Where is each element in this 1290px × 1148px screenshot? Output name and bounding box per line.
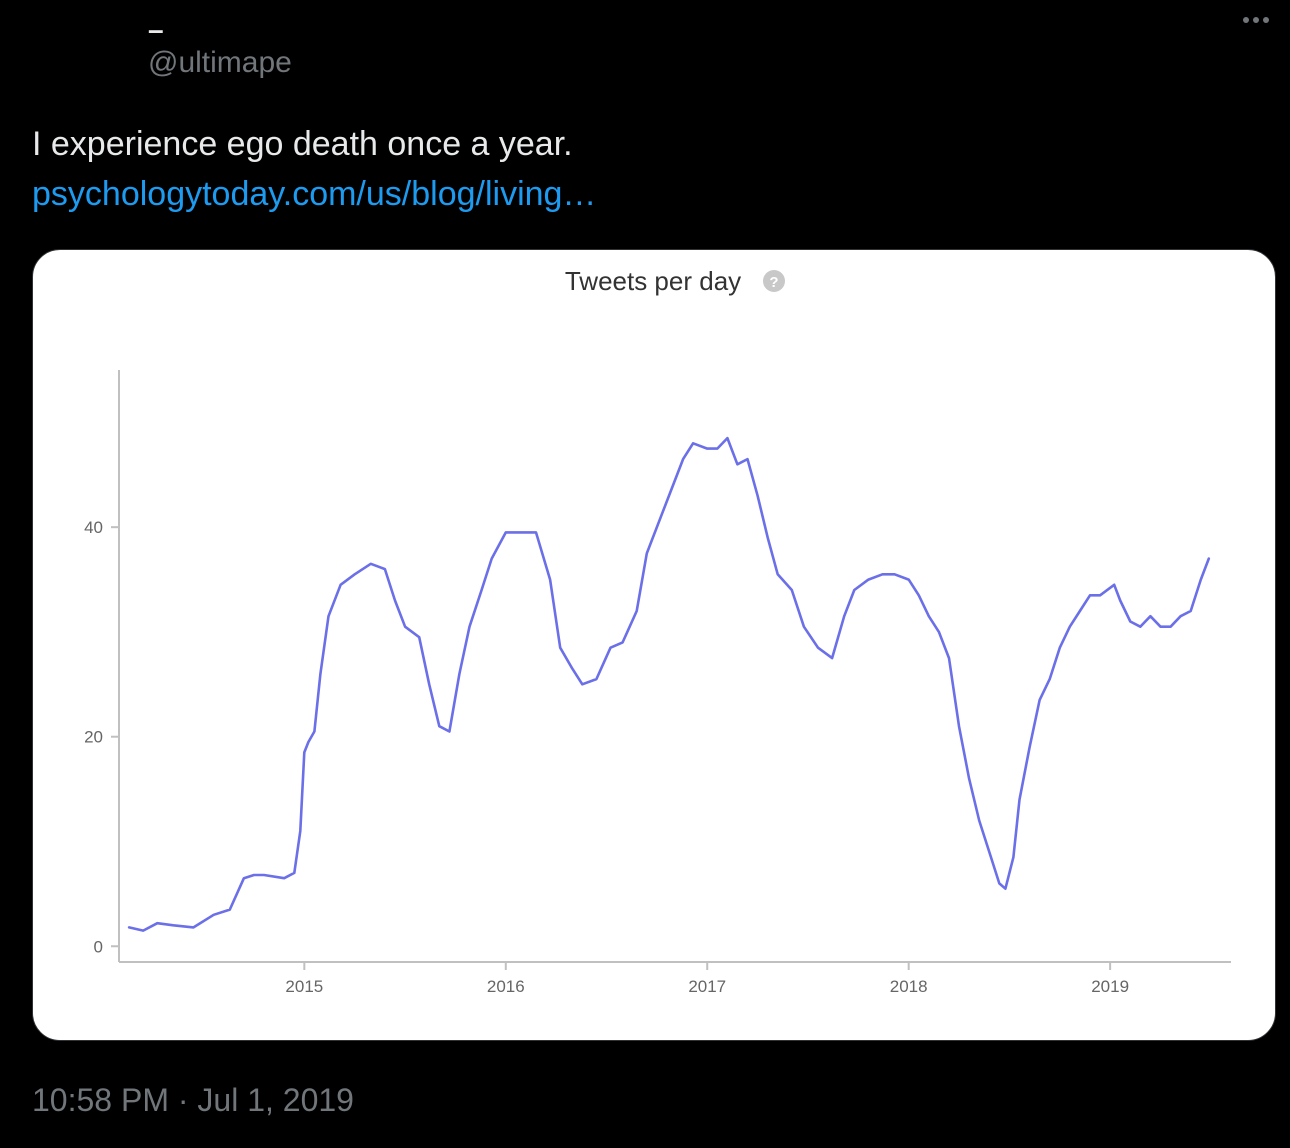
display-name[interactable]: – bbox=[148, 14, 164, 45]
more-options-icon[interactable] bbox=[1234, 6, 1278, 34]
help-icon[interactable]: ? bbox=[763, 270, 785, 292]
tweet-link[interactable]: psychologytoday.com/us/blog/living… bbox=[32, 175, 597, 213]
avatar[interactable] bbox=[28, 22, 128, 94]
tweets-per-day-chart: Tweets per day ? 0 20 40 2015 2016 2017 2018 2… bbox=[84, 266, 1231, 996]
y-tick-label: 0 bbox=[94, 937, 103, 956]
chart-title: Tweets per day bbox=[565, 266, 741, 296]
x-tick-label: 2015 bbox=[285, 977, 323, 996]
user-handle[interactable]: @ultimape bbox=[148, 46, 292, 79]
x-tick-label: 2017 bbox=[688, 977, 726, 996]
x-tick-label: 2018 bbox=[890, 977, 928, 996]
tweet-timestamp[interactable]: 10:58 PM · Jul 1, 2019 bbox=[32, 1082, 354, 1118]
svg-text:?: ? bbox=[769, 274, 778, 291]
dot bbox=[1253, 17, 1259, 23]
x-tick-label: 2019 bbox=[1091, 977, 1129, 996]
y-tick-label: 20 bbox=[84, 728, 103, 747]
media-card[interactable]: Tweets per day ? 0 20 40 2015 2016 2017 2018 2… bbox=[32, 249, 1276, 1041]
y-tick-label: 40 bbox=[84, 518, 103, 537]
series-line bbox=[127, 436, 1211, 932]
tweet-text: I experience ego death once a year. bbox=[32, 125, 573, 163]
dot bbox=[1263, 17, 1269, 23]
x-tick-label: 2016 bbox=[487, 977, 525, 996]
dot bbox=[1243, 17, 1249, 23]
